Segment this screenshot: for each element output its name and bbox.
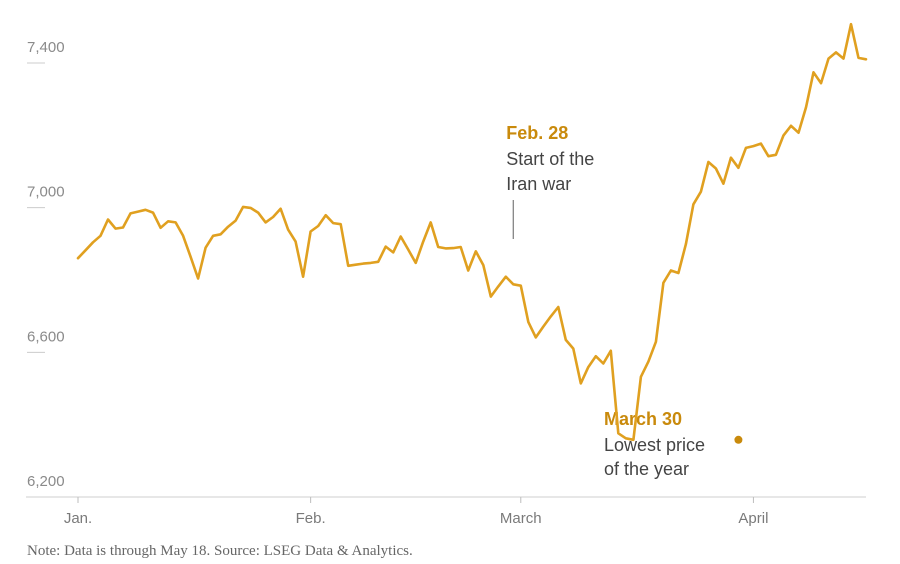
series-line	[76, 22, 868, 442]
annotation-text: of the year	[604, 459, 689, 479]
annotation-heading: Feb. 28	[506, 123, 568, 143]
series-group	[76, 22, 868, 442]
x-tick-label: April	[738, 510, 768, 527]
y-tick-label: 6,200	[27, 473, 65, 490]
chart-footnote: Note: Data is through May 18. Source: LS…	[27, 543, 413, 559]
y-axis: 6,200 6,600 7,000 7,400	[27, 39, 65, 498]
x-tick-label: Feb.	[296, 510, 326, 527]
annotation-heading: March 30	[604, 409, 682, 429]
annotation-text: Iran war	[506, 174, 571, 194]
annotations: Feb. 28 Start of the Iran war March 30 Lowes…	[506, 123, 743, 479]
x-tick-label: March	[500, 510, 542, 527]
x-axis: Jan.Feb.MarchAprilMay	[26, 496, 866, 527]
annotation-text: Lowest price	[604, 435, 705, 455]
y-tick-label: 7,000	[27, 184, 65, 201]
annotation-marker-dot	[734, 435, 743, 444]
x-tick-label: Jan.	[64, 510, 92, 527]
y-tick-label: 6,600	[27, 328, 65, 345]
annotation-text: Start of the	[506, 149, 594, 169]
line-chart: 6,200 6,600 7,000 7,400 Jan. Feb. March April M…	[26, 22, 868, 527]
y-tick-label: 7,400	[27, 39, 65, 56]
